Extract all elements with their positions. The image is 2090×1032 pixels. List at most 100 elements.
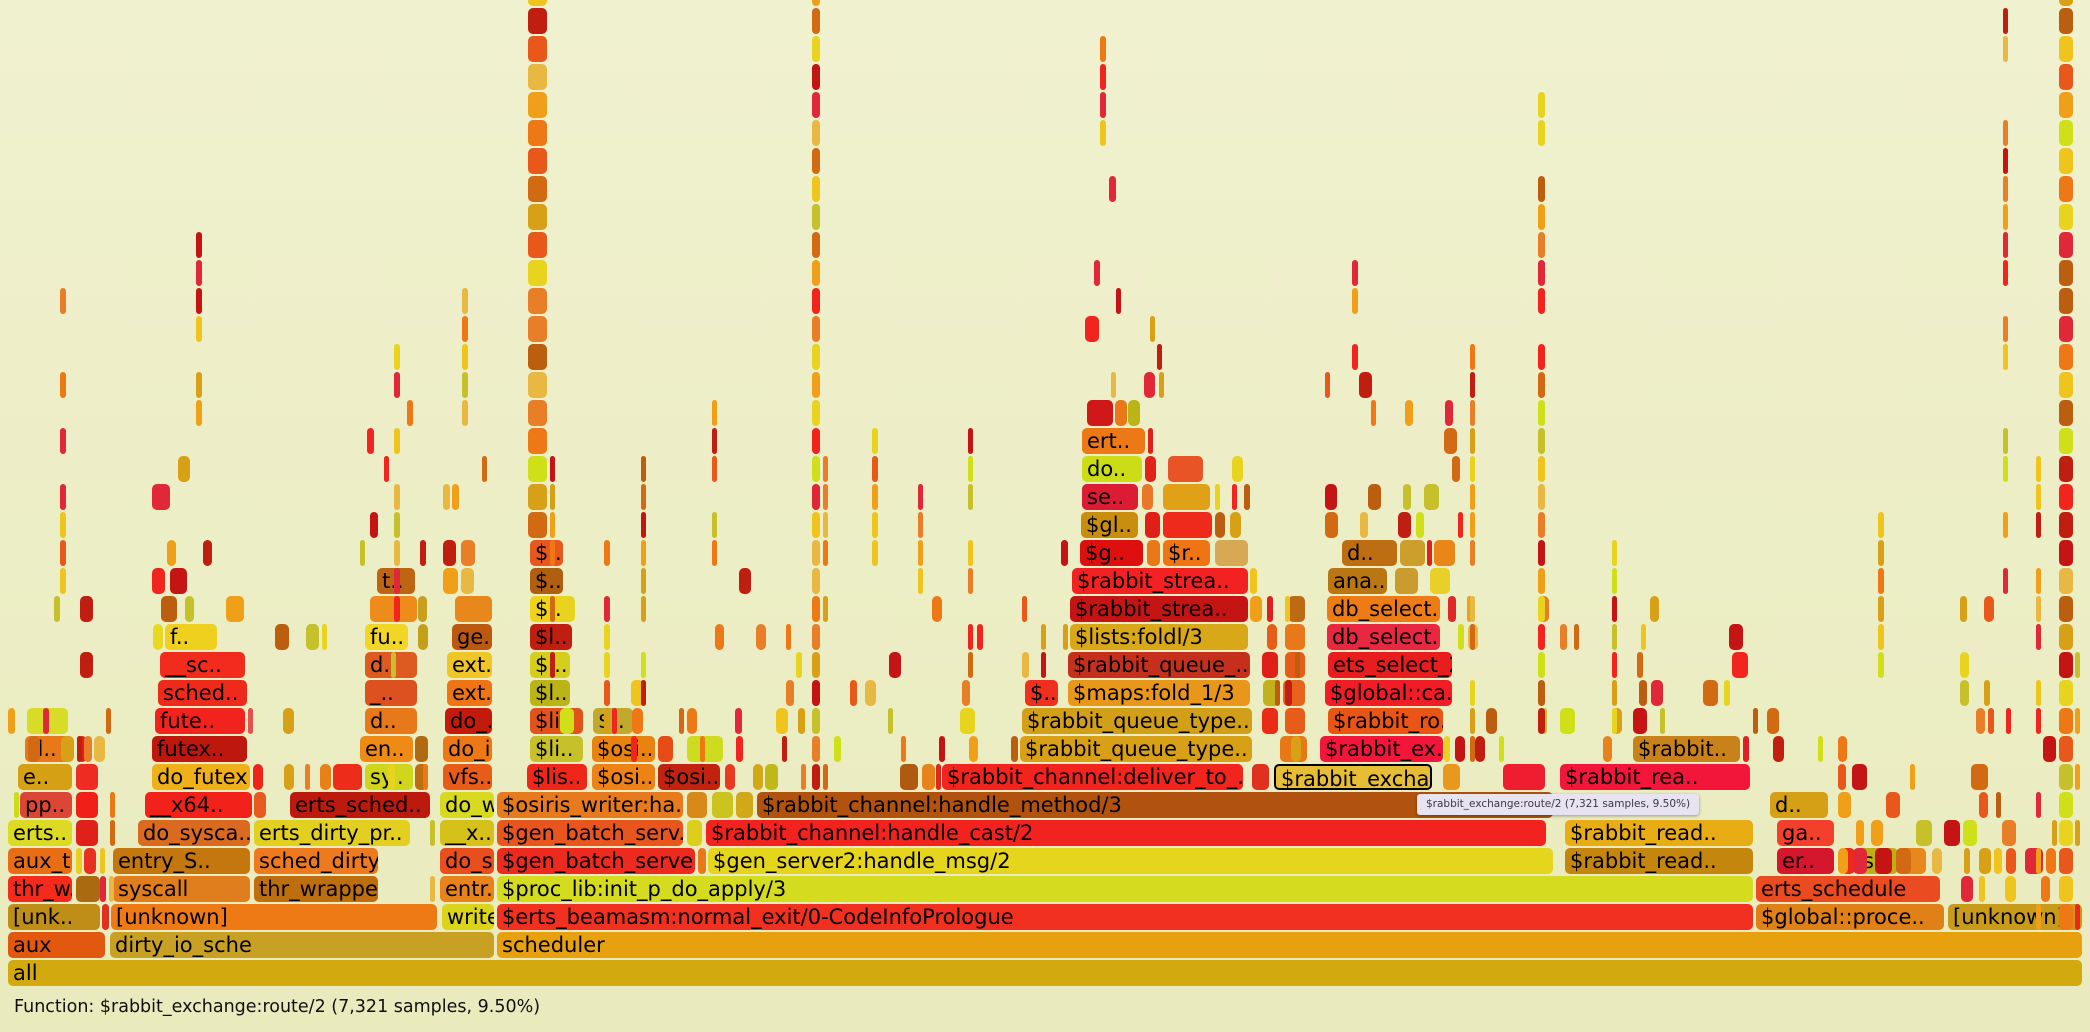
frame-syscall[interactable]: syscall xyxy=(113,876,250,902)
frame-box[interactable] xyxy=(1637,652,1644,678)
frame-global-proce[interactable]: $global::proce.. xyxy=(1756,904,1944,930)
frame-box[interactable] xyxy=(1486,708,1497,734)
frame-box[interactable] xyxy=(1960,596,1968,622)
frame-box[interactable] xyxy=(1284,680,1292,706)
frame-box[interactable] xyxy=(27,736,41,762)
frame-box[interactable] xyxy=(60,512,66,538)
frame-box[interactable] xyxy=(1878,624,1884,650)
frame-box[interactable] xyxy=(1111,372,1117,398)
frame-do[interactable]: do.. xyxy=(1082,456,1142,482)
frame-l[interactable]: $l.. xyxy=(530,680,570,706)
frame-box[interactable] xyxy=(1285,596,1290,622)
frame-rabbit-ex[interactable]: $rabbit_ex.. xyxy=(1320,736,1443,762)
frame-box[interactable] xyxy=(1838,848,1848,874)
frame-ana[interactable]: ana.. xyxy=(1328,568,1387,594)
frame-box[interactable] xyxy=(918,512,923,538)
frame-box[interactable] xyxy=(812,428,820,454)
frame-box[interactable] xyxy=(812,708,820,734)
frame-box[interactable] xyxy=(2059,792,2073,818)
frame-box[interactable] xyxy=(2059,0,2073,6)
frame-box[interactable] xyxy=(823,540,828,566)
frame-box[interactable] xyxy=(687,708,697,734)
frame-box[interactable] xyxy=(1852,764,1867,790)
frame-box[interactable] xyxy=(394,540,400,566)
frame-box[interactable] xyxy=(1457,512,1463,538)
frame-box[interactable] xyxy=(658,736,673,762)
frame-box[interactable] xyxy=(1128,400,1140,426)
frame-box[interactable] xyxy=(712,540,717,566)
frame-box[interactable] xyxy=(812,0,820,6)
frame-box[interactable] xyxy=(1878,596,1884,622)
frame-erts-sched[interactable]: erts_sched.. xyxy=(290,792,430,818)
frame-box[interactable] xyxy=(1650,680,1663,706)
frame-box[interactable] xyxy=(776,708,789,734)
frame-box[interactable] xyxy=(1250,568,1258,594)
frame-box[interactable] xyxy=(900,764,918,790)
frame-box[interactable] xyxy=(1852,848,1868,874)
frame-box[interactable] xyxy=(2052,820,2058,846)
frame-box[interactable] xyxy=(976,624,983,650)
frame-box[interactable] xyxy=(94,736,105,762)
frame-box[interactable] xyxy=(2003,8,2008,34)
frame-box[interactable] xyxy=(1612,624,1617,650)
frame-box[interactable] xyxy=(922,764,935,790)
frame-box[interactable] xyxy=(2004,876,2017,902)
frame-do-w[interactable]: do_w.. xyxy=(440,792,494,818)
frame-box[interactable] xyxy=(1041,652,1047,678)
frame-box[interactable] xyxy=(1288,596,1305,622)
frame-box[interactable] xyxy=(550,512,555,538)
frame-box[interactable] xyxy=(1538,204,1545,230)
frame-box[interactable] xyxy=(812,456,820,482)
frame-box[interactable] xyxy=(1458,624,1464,650)
frame-box[interactable] xyxy=(2059,232,2073,258)
frame-box[interactable] xyxy=(461,540,476,566)
frame-box[interactable] xyxy=(736,792,753,818)
frame-box[interactable] xyxy=(1325,372,1330,398)
frame-box[interactable] xyxy=(76,764,98,790)
frame-box[interactable] xyxy=(321,624,327,650)
frame-box[interactable] xyxy=(1250,596,1262,622)
frame-box[interactable] xyxy=(452,484,460,510)
frame-box[interactable] xyxy=(1944,820,1961,846)
frame-box[interactable] xyxy=(641,456,646,482)
frame-box[interactable] xyxy=(968,540,973,566)
frame-box[interactable] xyxy=(1878,652,1884,678)
frame-box[interactable] xyxy=(712,792,733,818)
frame-li[interactable]: $li.. xyxy=(530,736,583,762)
frame-box[interactable] xyxy=(1400,540,1425,566)
frame-box[interactable] xyxy=(384,456,390,482)
frame-ga[interactable]: ga.. xyxy=(1777,820,1834,846)
frame-box[interactable] xyxy=(110,792,115,818)
frame-sched[interactable]: sched.. xyxy=(158,680,247,706)
frame-box[interactable] xyxy=(1538,232,1545,258)
frame-box[interactable] xyxy=(1262,708,1278,734)
frame-box[interactable] xyxy=(2036,792,2041,818)
frame-scheduler[interactable]: scheduler xyxy=(497,932,2082,958)
frame-box[interactable] xyxy=(1267,596,1273,622)
frame-box[interactable] xyxy=(1423,484,1439,510)
frame-box[interactable] xyxy=(60,428,66,454)
frame-box[interactable] xyxy=(812,652,820,678)
frame-box[interactable] xyxy=(2059,176,2073,202)
frame-box[interactable] xyxy=(1470,540,1475,566)
frame-box[interactable] xyxy=(1150,316,1156,342)
frame-box[interactable] xyxy=(1660,708,1666,734)
frame-box[interactable] xyxy=(1612,680,1617,706)
frame-box[interactable] xyxy=(812,288,820,314)
frame-box[interactable] xyxy=(1352,260,1358,286)
frame-box[interactable] xyxy=(1612,568,1617,594)
frame-box[interactable] xyxy=(1538,372,1545,398)
frame-box[interactable] xyxy=(528,36,547,62)
frame-rabbit-queue-type[interactable]: $rabbit_queue_type.. xyxy=(1022,708,1252,734)
frame-rabbit-exchan[interactable]: $rabbit_exchan.. xyxy=(1274,764,1432,790)
frame-gen-batch-serv[interactable]: $gen_batch_serv.. xyxy=(497,820,683,846)
frame-rabbit-channel-deliver-to[interactable]: $rabbit_channel:deliver_to_.. xyxy=(942,764,1243,790)
frame-box[interactable] xyxy=(2059,8,2073,34)
frame-box[interactable] xyxy=(872,512,878,538)
frame-box[interactable] xyxy=(2075,708,2080,734)
frame-box[interactable] xyxy=(2059,288,2073,314)
frame-box[interactable] xyxy=(1976,708,1985,734)
frame-box[interactable] xyxy=(1870,820,1883,846)
frame-box[interactable] xyxy=(1470,484,1475,510)
frame-box[interactable] xyxy=(700,736,705,762)
